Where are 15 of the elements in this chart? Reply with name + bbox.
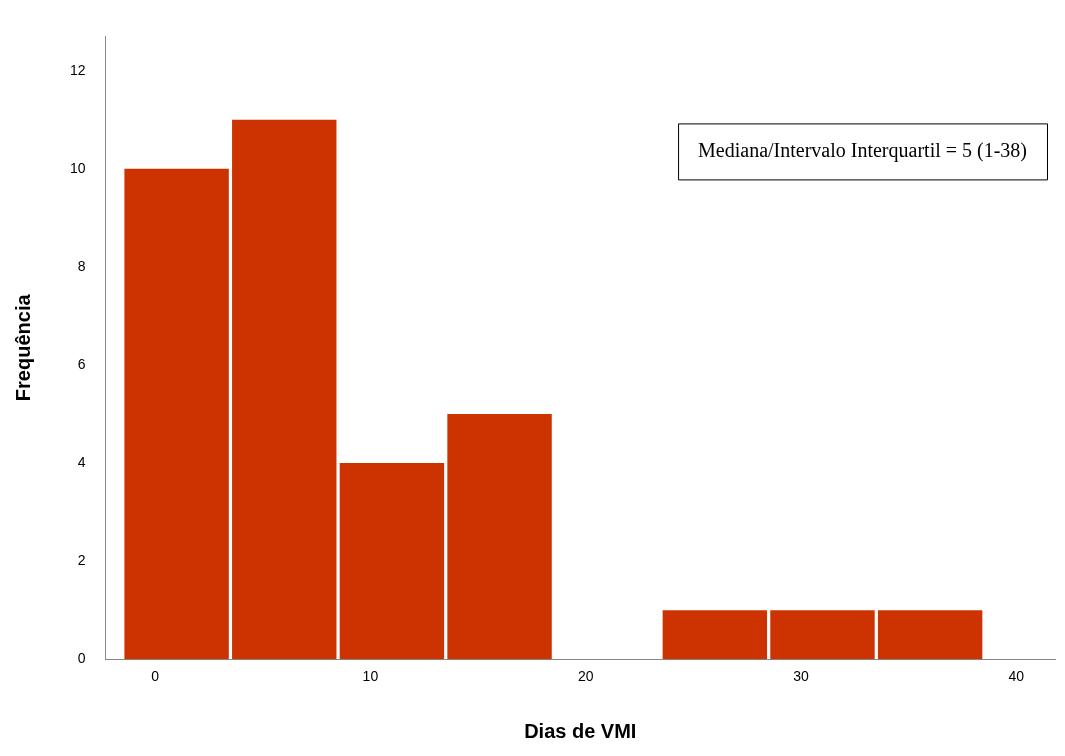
x-tick-label: 20 [577, 668, 594, 685]
x-axis-title: Dias de VMI [524, 719, 637, 742]
x-tick-label: 40 [1008, 668, 1025, 685]
annotation: Mediana/Intervalo Interquartil = 5 (1-38) [698, 138, 1027, 162]
y-tick-label: 6 [77, 355, 86, 372]
y-axis-title: Frequência [11, 293, 34, 402]
y-tick-label: 2 [77, 551, 86, 568]
y-tick-label: 0 [77, 650, 86, 667]
x-tick-label: 30 [793, 668, 809, 685]
x-tick-label: 10 [362, 668, 379, 685]
x-tick-label: 0 [151, 668, 160, 685]
y-tick-label: 12 [69, 61, 86, 78]
y-tick-label: 8 [77, 257, 86, 274]
y-tick-label: 10 [69, 159, 86, 176]
y-tick-label: 4 [77, 453, 86, 470]
